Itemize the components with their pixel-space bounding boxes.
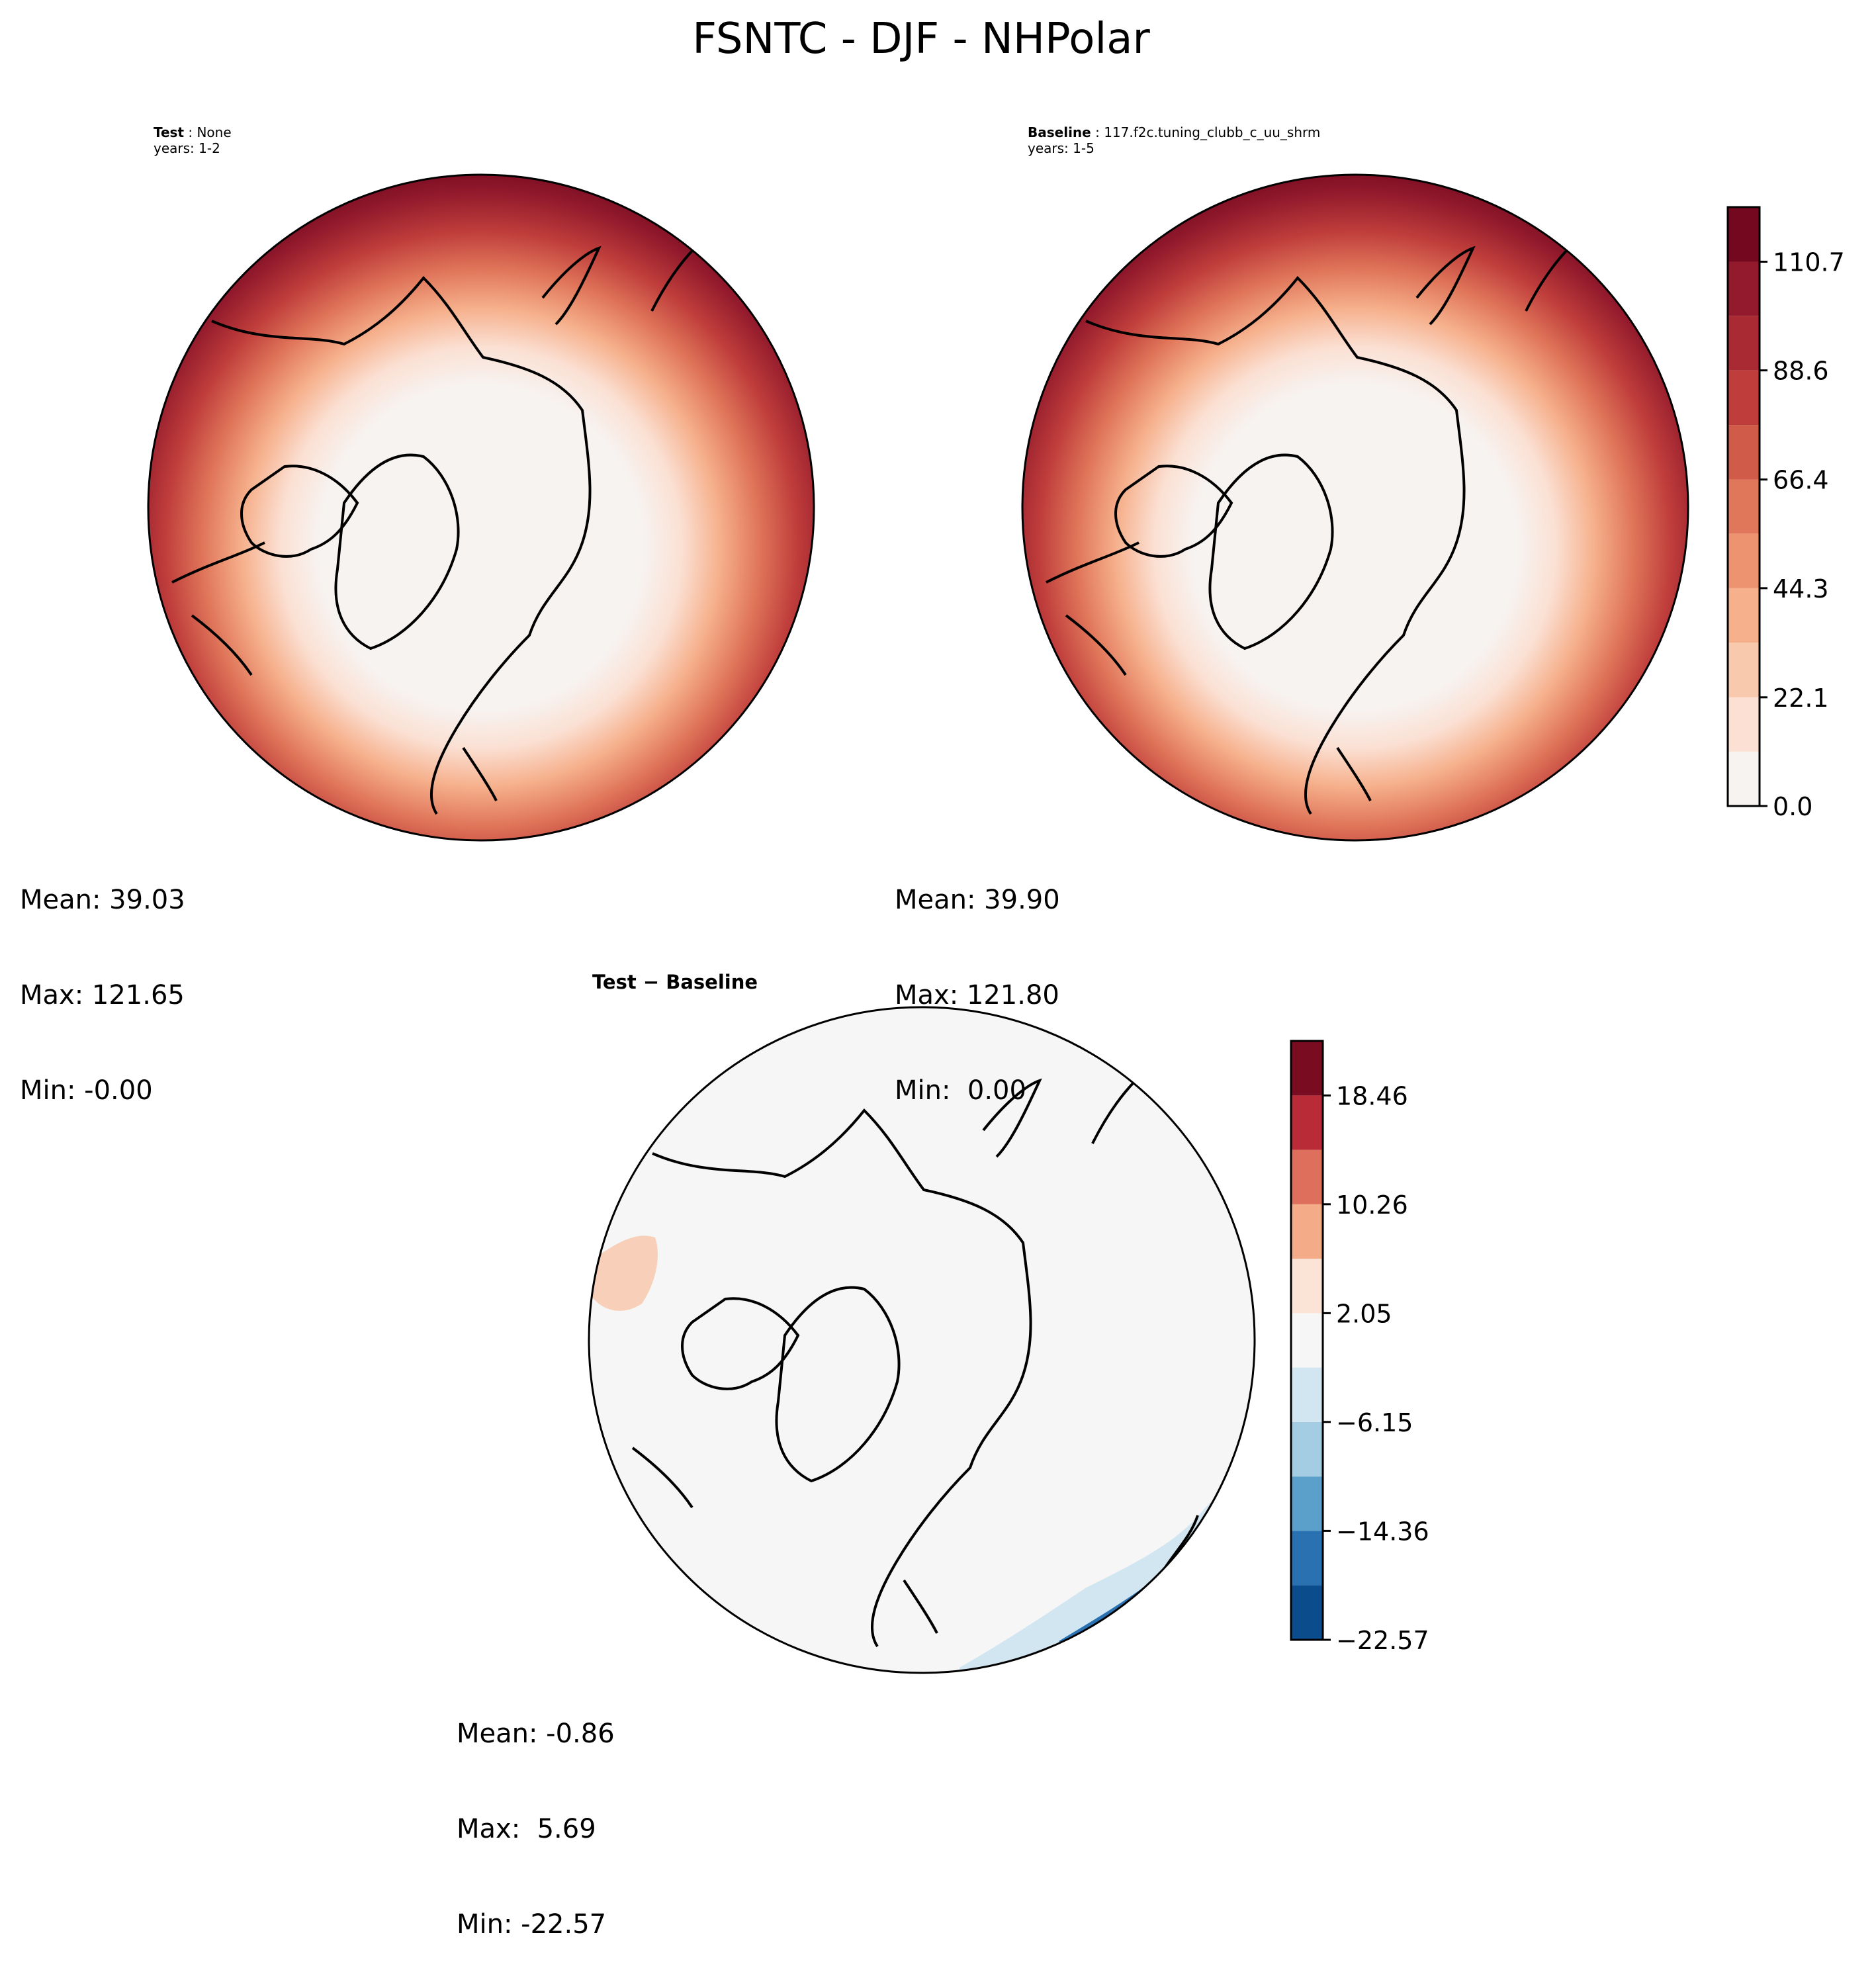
baseline-globe-edge <box>1021 173 1689 842</box>
test-separator: : <box>184 124 197 140</box>
test-min: Min: -0.00 <box>20 1075 153 1106</box>
baseline-colorbar-cell <box>1728 533 1760 588</box>
test-coastlines <box>171 246 696 815</box>
diff-colorbar-cell <box>1291 1476 1323 1531</box>
diff-colorbar-tick-label: −6.15 <box>1336 1408 1413 1437</box>
diff-positive-region <box>592 1235 658 1311</box>
baseline-colorbar-cell <box>1728 643 1760 697</box>
diff-colorbar-cell <box>1291 1041 1323 1096</box>
baseline-colorbar-cell <box>1728 697 1760 752</box>
diff-colorbar-cell <box>1291 1149 1323 1204</box>
baseline-min: Min: 0.00 <box>895 1075 1026 1106</box>
baseline-colorbar-cell <box>1728 479 1760 534</box>
test-field <box>148 175 814 840</box>
baseline-colorbar-cell <box>1728 751 1760 806</box>
baseline-colorbar-cell <box>1728 316 1760 371</box>
test-name: None <box>197 124 232 140</box>
baseline-colorbar-tick-label: 0.0 <box>1773 792 1812 821</box>
diff-max: Max: 5.69 <box>457 1814 596 1844</box>
diff-colorbar-cell <box>1291 1313 1323 1368</box>
test-subhead: Test : None years: 1-2 <box>154 124 232 156</box>
baseline-coastlines <box>1046 246 1570 815</box>
baseline-colorbar-frame <box>1726 206 1761 807</box>
baseline-separator: : <box>1091 124 1104 140</box>
baseline-mean: Mean: 39.90 <box>895 885 1060 915</box>
diff-colorbar-cell <box>1291 1421 1323 1477</box>
diff-subhead: Test − Baseline <box>592 971 758 993</box>
diff-colorbar-tick-label: 18.46 <box>1336 1081 1408 1110</box>
diff-colorbar-tick-label: 10.26 <box>1336 1190 1408 1220</box>
test-panel <box>147 173 815 842</box>
test-stats: Mean: 39.03 Max: 121.65 Min: -0.00 <box>20 821 185 1138</box>
test-years: years: 1-2 <box>154 140 220 156</box>
baseline-max: Max: 121.80 <box>895 980 1059 1010</box>
baseline-colorbar-cell <box>1728 370 1760 426</box>
diff-colorbar: −22.57 −14.36 −6.15 2.05 10.26 18.46 <box>1290 1040 1429 1655</box>
baseline-label: Baseline <box>1028 124 1091 140</box>
test-globe-edge <box>147 173 815 842</box>
diff-stats: Mean: -0.86 Max: 5.69 Min: -22.57 <box>457 1654 615 1972</box>
diff-colorbar-tick-label: −22.57 <box>1336 1626 1429 1655</box>
figure-title: FSNTC - DJF - NHPolar <box>692 15 1150 64</box>
baseline-colorbar-tick-label: 44.3 <box>1773 574 1829 604</box>
diff-colorbar-cell <box>1291 1531 1323 1586</box>
baseline-stats: Mean: 39.90 Max: 121.80 Min: 0.00 <box>895 821 1060 1138</box>
diff-colorbar-cell <box>1291 1204 1323 1259</box>
baseline-name: 117.f2c.tuning_clubb_c_uu_shrm <box>1104 124 1321 140</box>
baseline-panel <box>1021 173 1689 842</box>
baseline-colorbar-tick-label: 22.1 <box>1773 684 1829 713</box>
diff-field <box>589 1007 1255 1673</box>
test-mean: Mean: 39.03 <box>20 885 185 915</box>
diff-colorbar-tick-label: 2.05 <box>1336 1299 1392 1328</box>
baseline-field <box>1022 175 1688 840</box>
baseline-colorbar-tick-label: 88.6 <box>1773 357 1829 386</box>
baseline-colorbar-tick-label: 66.4 <box>1773 466 1829 495</box>
diff-colorbar-cell <box>1291 1367 1323 1422</box>
diff-label: Test − Baseline <box>592 971 758 993</box>
figure: FSNTC - DJF - NHPolar <box>147 15 1845 1674</box>
diff-colorbar-tick-label: −14.36 <box>1336 1517 1429 1546</box>
baseline-colorbar-tick-label: 110.7 <box>1773 247 1845 277</box>
diff-min: Min: -22.57 <box>457 1909 607 1940</box>
diff-colorbar-cell <box>1291 1259 1323 1314</box>
baseline-colorbar-cell <box>1728 207 1760 262</box>
diff-colorbar-cell <box>1291 1095 1323 1150</box>
test-label: Test <box>154 124 185 140</box>
baseline-colorbar-cell <box>1728 425 1760 480</box>
baseline-colorbar-cell <box>1728 261 1760 316</box>
test-max: Max: 121.65 <box>20 980 185 1010</box>
diff-colorbar-frame <box>1290 1040 1324 1641</box>
diff-coastlines <box>631 1078 1199 1648</box>
baseline-colorbar: 0.0 22.1 44.3 66.4 88.6 110.7 <box>1726 206 1845 821</box>
diff-negative-core <box>1059 1542 1198 1648</box>
diff-mean: Mean: -0.86 <box>457 1719 615 1749</box>
diff-globe-edge <box>588 1006 1256 1674</box>
baseline-subhead: Baseline : 117.f2c.tuning_clubb_c_uu_shr… <box>1028 124 1320 156</box>
diff-colorbar-cell <box>1291 1585 1323 1640</box>
baseline-colorbar-cell <box>1728 588 1760 643</box>
baseline-years: years: 1-5 <box>1028 140 1094 156</box>
